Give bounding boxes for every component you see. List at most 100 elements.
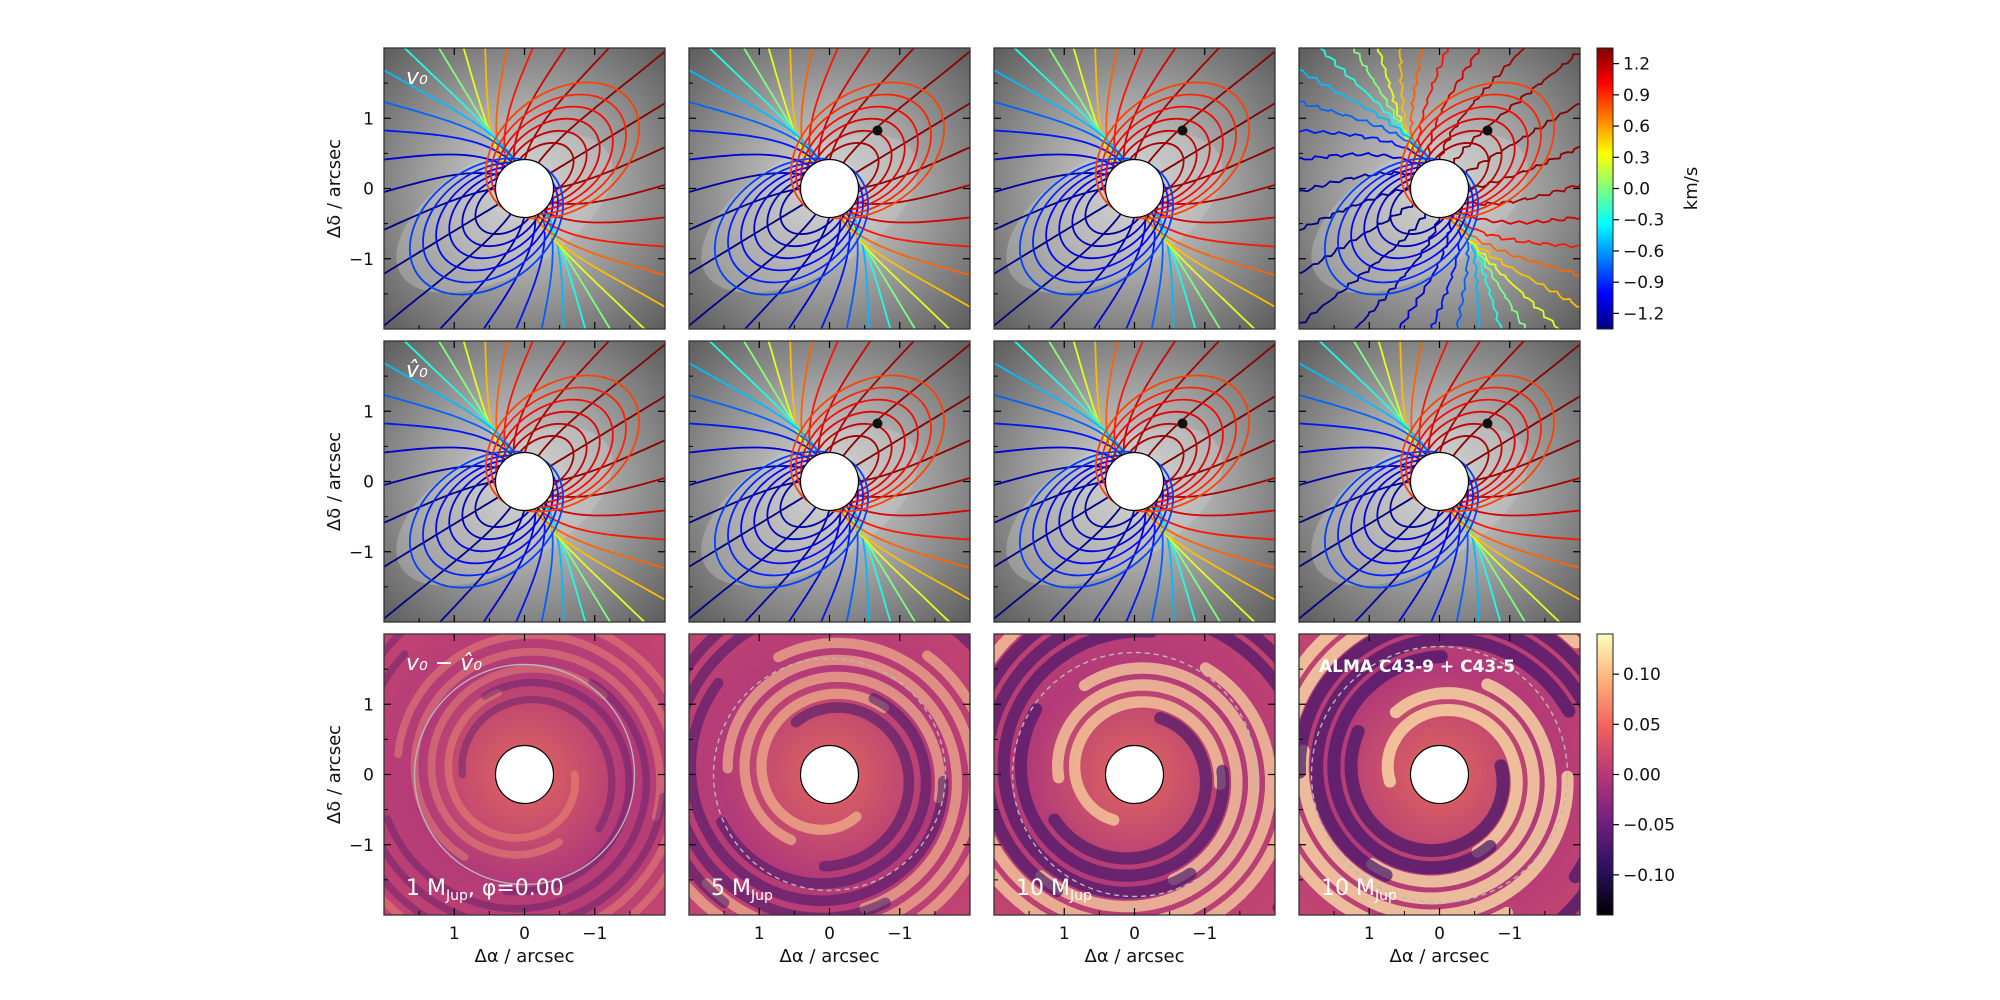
central-mask [494,744,555,805]
isovelocity-contour [808,341,839,460]
velocity-colorbar-tick-label: 1.2 [1623,55,1650,75]
isovelocity-contour [549,476,665,498]
isovelocity-contour [438,509,526,622]
planet-marker [1177,418,1188,429]
isovelocity-contour [1142,214,1275,308]
isovelocity-contour [789,374,946,513]
isovelocity-contour [994,187,1107,231]
isovelocity-contour [689,172,805,194]
isovelocity-contour [1448,214,1580,308]
isovelocity-contour [384,465,500,487]
isovelocity-contour [994,100,1127,163]
isovelocity-contour [994,393,1127,456]
residual-arc-positive [739,671,946,846]
isovelocity-contour [1142,507,1275,570]
isovelocity-contour [820,210,851,329]
isovelocity-contour [1125,503,1156,622]
isovelocity-contour [1299,100,1432,164]
spiral-arm [396,134,613,293]
isovelocity-contour [689,422,819,457]
residual-arc-negative [1344,725,1510,858]
velocity-colorbar-tick-label: −0.9 [1623,273,1664,293]
isovelocity-contour [532,214,665,308]
isovelocity-contour [853,395,970,468]
row-label: v₀ [406,65,428,90]
spiral-arm [701,134,918,293]
isovelocity-contour [484,374,641,513]
panel-residual-1: 1 1 0 0 −1 −1 v₀ − v̂₀ 1 MJup, φ=0.00 [349,633,666,944]
isovelocity-contour [1318,48,1429,163]
residual-arc-negative [716,693,932,889]
isovelocity-contour [536,50,665,165]
isovelocity-contour [857,146,970,190]
residual-colorbar-tick-label: −0.05 [1623,816,1675,836]
isovelocity-contour [1018,157,1175,296]
isovelocity-contour [1353,217,1441,329]
x-tick-label: 1 [449,924,460,944]
isovelocity-contour [994,362,1127,456]
central-mask [799,158,860,219]
isovelocity-contour [1113,341,1144,460]
isovelocity-contour [408,450,565,589]
isovelocity-contour [1151,209,1197,329]
isovelocity-contour [713,157,870,296]
residual-zero-contour [413,663,636,886]
x-tick-label: 0 [1129,924,1140,944]
isovelocity-contour [994,153,1118,168]
colorbars: 1.20.90.60.30.0−0.3−0.6−0.9−1.2km/s0.100… [1596,47,1702,916]
row-label: v₀ − v̂₀ [406,651,482,676]
y-axis-label: Δδ / arcsec [324,139,345,238]
planet-marker [1482,418,1493,429]
panel-caption: 10 MJup [1321,876,1397,904]
residual-colorbar-tick-label: 0.05 [1623,715,1661,735]
spiral-arm [1311,427,1528,586]
isovelocity-contour [1467,439,1580,483]
isovelocity-contour [689,69,822,163]
panel-velocity-3 [993,47,1276,330]
isovelocity-contour [854,183,970,205]
isovelocity-contour [689,393,822,456]
isovelocity-contour [820,503,851,622]
isovelocity-contour [854,476,970,498]
central-mask [494,158,555,219]
isovelocity-contour [846,209,970,224]
isovelocity-contour [1299,480,1412,524]
residual-arc-positive [994,634,1275,915]
y-tick-label: 0 [363,766,374,786]
isovelocity-contour [541,502,587,622]
isovelocity-contour [552,146,665,190]
x-tick-label: 0 [1434,924,1445,944]
isovelocity-contour [408,157,565,296]
isovelocity-contour [548,395,665,468]
isovelocity-contour [994,129,1124,164]
isovelocity-contour [1299,505,1428,620]
isovelocity-contour [689,446,813,461]
residual-arc-positive [756,688,890,835]
panel-grid: 1 0 −1 v₀ 1 0 −1 v̂₀ 1 1 0 0 −1 −1 v₀ − v̂₀ 1 MJup, φ=0… [349,47,1581,944]
isovelocity-contour [689,100,822,163]
isovelocity-contour [541,209,587,329]
isovelocity-contour [1048,216,1136,329]
isovelocity-contour [767,341,813,461]
residual-arc-positive [1366,687,1540,888]
isovelocity-contour [1467,145,1580,191]
isovelocity-contour [384,187,497,231]
isovelocity-contour [689,212,818,327]
isovelocity-contour [840,506,970,541]
isovelocity-contour [1456,502,1580,517]
residual-arc-negative [1048,712,1213,865]
isovelocity-contour [384,69,517,163]
isovelocity-contour [384,362,517,456]
y-tick-label: 1 [363,109,374,129]
x-tick-label: 1 [754,924,765,944]
isovelocity-contour [384,422,514,457]
isovelocity-contour [846,502,892,622]
isovelocity-contour [1447,507,1580,601]
velocity-colorbar: 1.2 0.9 0.6 0.3 0.0 −0.3 −0.6 −0.9 −1.2 km/s [1596,47,1702,330]
central-mask [1409,451,1470,512]
residual-arc-positive [722,654,963,914]
x-tick-label: 0 [824,924,835,944]
isovelocity-contour [1133,341,1221,454]
isovelocity-contour [503,341,534,460]
isovelocity-contour [1146,50,1275,165]
